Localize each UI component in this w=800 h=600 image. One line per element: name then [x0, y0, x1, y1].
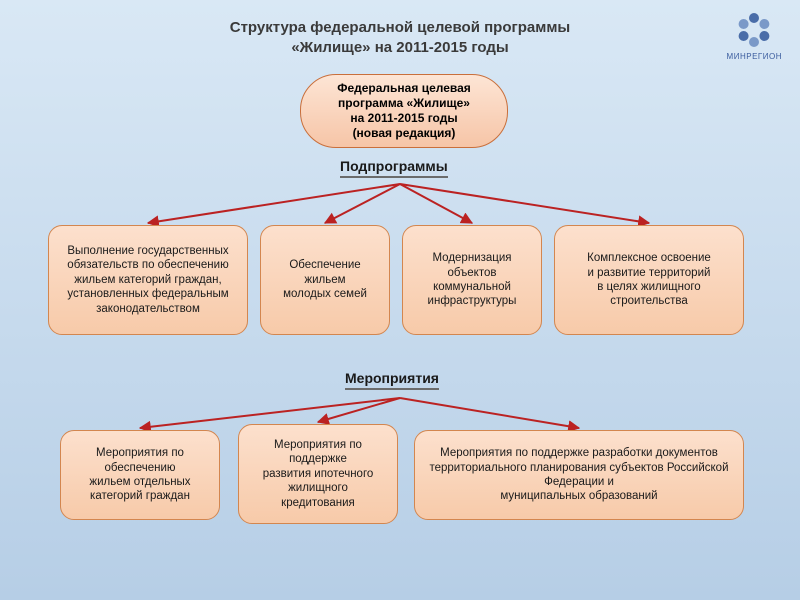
- subprogram-node-1: Обеспечение жильем молодых семей: [260, 225, 390, 335]
- activity-node-2: Мероприятия по поддержке разработки доку…: [414, 430, 744, 520]
- activity-node-0: Мероприятия по обеспечению жильем отдель…: [60, 430, 220, 520]
- subprogram-node-0: Выполнение государственных обязательств …: [48, 225, 248, 335]
- diagram-canvas: Структура федеральной целевой программы …: [0, 0, 800, 600]
- activity-node-1: Мероприятия по поддержке развития ипотеч…: [238, 424, 398, 524]
- subprogram-node-2: Модернизация объектов коммунальной инфра…: [402, 225, 542, 335]
- logo: МИНРЕГИОН: [727, 10, 782, 61]
- title-line2: «Жилище» на 2011-2015 годы: [291, 39, 508, 56]
- subprogram-node-3: Комплексное освоение и развитие территор…: [554, 225, 744, 335]
- title-line1: Структура федеральной целевой программы: [230, 19, 570, 36]
- section-label-activities: Мероприятия: [345, 370, 439, 390]
- logo-icon: [732, 10, 776, 50]
- logo-label: МИНРЕГИОН: [727, 52, 782, 61]
- page-title: Структура федеральной целевой программы …: [0, 18, 800, 57]
- root-node: Федеральная целевая программа «Жилище» н…: [300, 74, 508, 148]
- section-label-subprograms: Подпрограммы: [340, 158, 448, 178]
